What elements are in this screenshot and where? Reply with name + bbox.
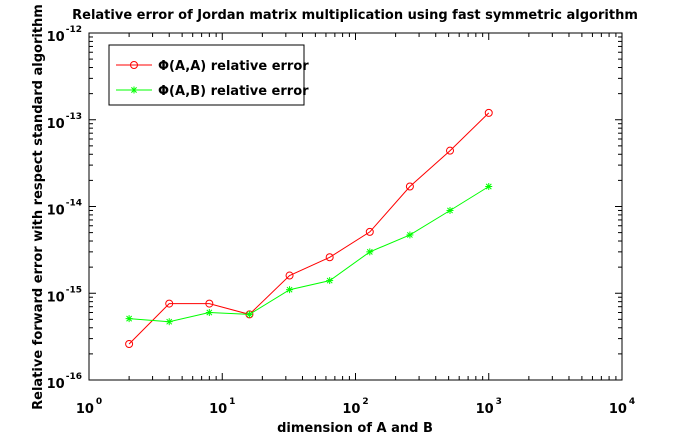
x-axis: 10 0 10 1 10 2 10 3 10 4 bbox=[76, 33, 635, 417]
data-point-series-2 bbox=[406, 231, 414, 239]
data-point-series-2 bbox=[245, 310, 253, 318]
data-point-series-2 bbox=[125, 315, 133, 323]
legend-label-1: Φ(A,A) relative error bbox=[158, 59, 309, 74]
data-point-series-2 bbox=[326, 277, 334, 285]
data-point-series-2 bbox=[366, 248, 374, 256]
data-point-series-1 bbox=[205, 299, 214, 308]
data-point-series-2 bbox=[446, 206, 454, 214]
series-layer bbox=[125, 108, 493, 349]
series-line-2 bbox=[129, 186, 490, 323]
x-tick-label: 10 2 bbox=[342, 397, 368, 417]
chart-title: Relative error of Jordan matrix multipli… bbox=[72, 8, 638, 23]
data-point-series-1 bbox=[165, 299, 174, 308]
x-axis-label: dimension of A and B bbox=[277, 421, 433, 436]
y-axis-label: Relative forward error with respect stan… bbox=[31, 4, 46, 410]
data-point-series-1 bbox=[285, 271, 294, 280]
series-line-1 bbox=[128, 112, 490, 345]
legend: Φ(A,A) relative error Φ(A,B) relative err… bbox=[108, 44, 309, 106]
y-tick-label: 10-15 bbox=[47, 285, 82, 305]
legend-marker-2 bbox=[130, 86, 138, 94]
data-point-series-2 bbox=[165, 318, 173, 326]
data-point-series-1 bbox=[484, 108, 493, 117]
data-point-series-1 bbox=[365, 227, 374, 236]
data-point-series-1 bbox=[446, 146, 455, 155]
data-point-series-1 bbox=[405, 182, 414, 191]
data-point-series-2 bbox=[286, 286, 294, 294]
data-point-series-2 bbox=[205, 308, 213, 316]
data-point-series-1 bbox=[125, 340, 134, 349]
y-tick-label: 10-12 bbox=[47, 25, 82, 45]
x-tick-label: 10 3 bbox=[476, 397, 502, 417]
legend-box bbox=[108, 44, 305, 106]
legend-marker-1 bbox=[130, 61, 138, 69]
data-point-series-2 bbox=[485, 183, 493, 191]
x-tick-label: 10 0 bbox=[76, 397, 102, 417]
y-tick-label: 10-13 bbox=[47, 112, 82, 132]
y-axis: 10-16 10-15 10-14 10-13 10-12 bbox=[47, 25, 622, 392]
x-tick-label: 10 1 bbox=[209, 397, 235, 417]
legend-label-2: Φ(A,B) relative error bbox=[158, 84, 309, 99]
data-point-series-1 bbox=[325, 253, 334, 262]
x-tick-label: 10 4 bbox=[609, 397, 635, 417]
y-tick-label: 10-14 bbox=[47, 199, 82, 219]
y-tick-label: 10-16 bbox=[47, 372, 82, 392]
